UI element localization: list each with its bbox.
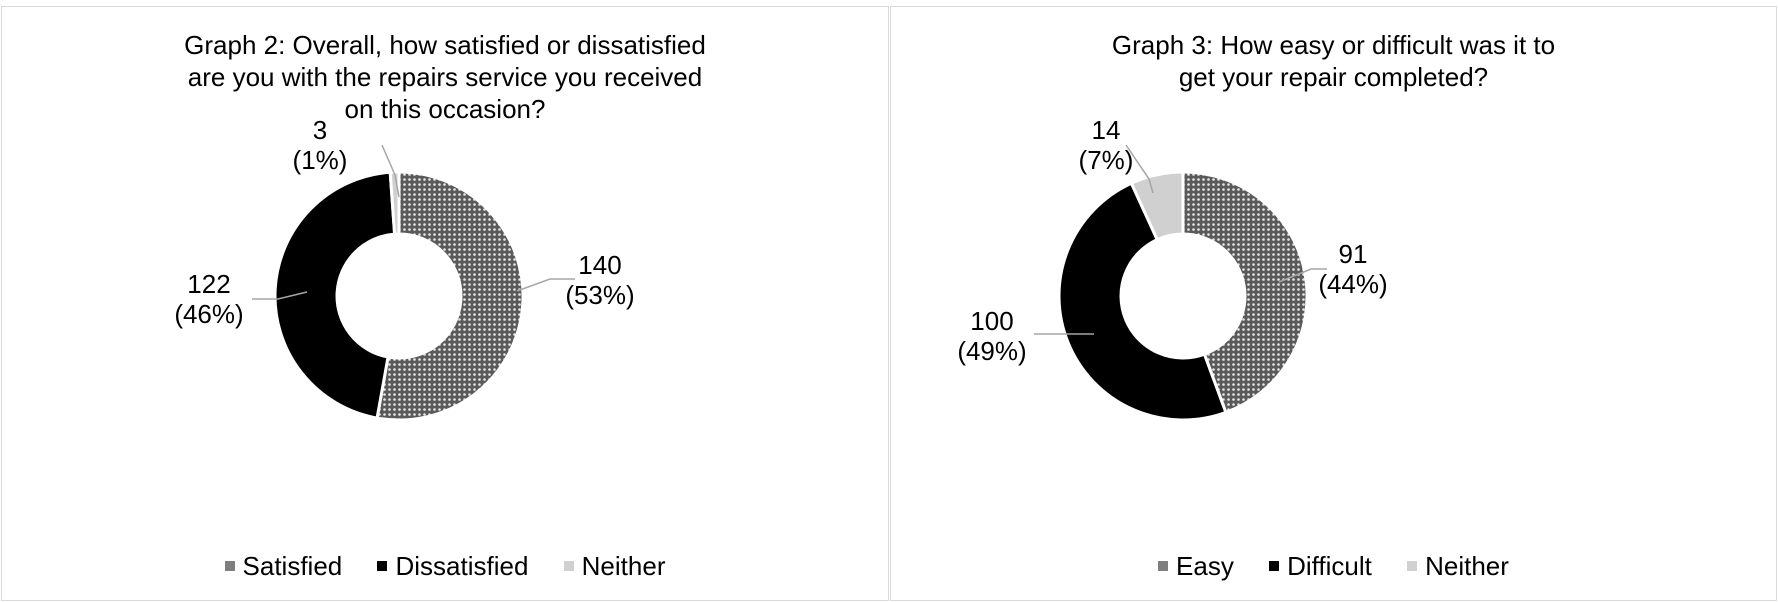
leader-line [381,144,400,198]
data-label-percent: (46%) [174,299,243,329]
legend-swatch [1158,561,1169,571]
legend-item-easy: Easy [1158,551,1234,582]
legend-swatch [563,561,574,571]
legend-item-neither: Neither [563,550,666,582]
donut-slice-satisfied [375,170,525,422]
donut-chart: 91(44%) 100(49%) 14(7%) [957,115,1388,422]
donut-slice-difficult [1057,181,1228,422]
legend-item-dissatisfied: Dissatisfied [377,551,528,582]
data-label-value: 91 [1339,239,1368,269]
data-label-percent: (49%) [957,336,1026,366]
legend-label: Difficult [1287,550,1372,581]
data-label-percent: (7%) [1079,145,1134,175]
data-label-value: 3 [313,115,327,145]
legend-swatch [224,561,235,571]
donut-slice-dissatisfied [273,170,397,420]
legend-item-difficult: Difficult [1269,551,1372,582]
legend: Satisfied Dissatisfied Neither [2,547,888,582]
leader-line [1125,144,1154,194]
legend-swatch [1269,561,1280,571]
donut-slice-easy [1181,170,1309,415]
data-label-percent: (1%) [293,145,348,175]
legend-item-neither: Neither [1407,551,1509,582]
legend: Easy Difficult Neither [891,547,1776,582]
chart-panel-ease: Graph 3: How easy or difficult was it to… [890,6,1777,601]
legend-item-satisfied: Satisfied [224,550,343,582]
donut-slice-neither [1129,170,1185,242]
data-label-value: 100 [970,306,1013,336]
donut-chart: 140(53%) 122(46%) 3(1%) [174,115,635,422]
chart-title: Graph 3: How easy or difficult was it to… [1111,30,1556,92]
legend-label: Neither [581,550,666,581]
legend-label: Easy [1176,550,1234,581]
leader-line [1278,268,1327,283]
leader-line [252,291,308,300]
data-label-percent: (44%) [1318,269,1387,299]
chart-panel-satisfaction: Graph 2: Overall, how satisfied or dissa… [1,6,889,601]
legend-label: Dissatisfied [395,550,529,581]
legend-label: Satisfied [242,550,343,581]
leader-line [516,278,575,292]
data-label-value: 140 [578,250,621,280]
legend-swatch [1407,561,1418,571]
data-label-percent: (53%) [565,280,634,310]
legend-label: Neither [1425,550,1509,581]
legend-swatch [377,561,388,571]
data-label-value: 14 [1092,115,1121,145]
data-label-value: 122 [187,269,230,299]
chart-title: Graph 2: Overall, how satisfied or dissa… [184,30,706,124]
